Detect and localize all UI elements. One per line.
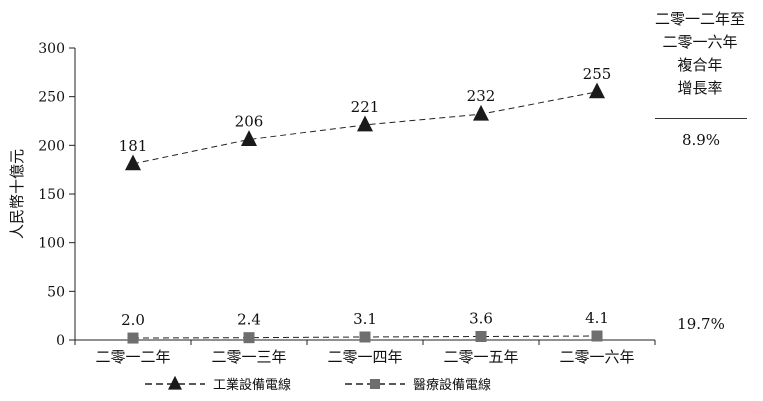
data-point-1 bbox=[125, 154, 141, 171]
data-label-2: 3.6 bbox=[469, 309, 493, 327]
data-point-2 bbox=[475, 330, 487, 342]
y-axis-title: 人民幣十億元 bbox=[8, 149, 26, 239]
legend-label-1: 工業設備電線 bbox=[213, 377, 291, 393]
cagr-header-line-2: 二零一六年 bbox=[662, 33, 738, 51]
data-label-2: 4.1 bbox=[585, 309, 609, 327]
cagr-value-medical: 19.7% bbox=[677, 315, 725, 333]
cagr-header-line-1: 二零一二年至 bbox=[654, 10, 745, 28]
x-tick-label: 二零一五年 bbox=[443, 348, 518, 366]
data-point-2 bbox=[591, 330, 603, 342]
data-label-1: 206 bbox=[235, 112, 264, 130]
legend-marker-2 bbox=[370, 379, 380, 389]
y-tick-label: 150 bbox=[38, 187, 65, 203]
data-label-1: 221 bbox=[351, 98, 380, 116]
cagr-divider bbox=[655, 118, 747, 119]
data-label-1: 255 bbox=[583, 65, 612, 83]
cagr-header-line-3: 複合年 bbox=[677, 56, 723, 74]
x-tick-label: 二零一四年 bbox=[327, 348, 402, 366]
legend-marker-1 bbox=[168, 375, 182, 390]
data-point-2 bbox=[127, 332, 139, 344]
data-label-2: 2.0 bbox=[121, 311, 145, 329]
x-tick-label: 二零一三年 bbox=[211, 348, 286, 366]
y-tick-label: 0 bbox=[56, 333, 65, 349]
x-tick-label: 二零一六年 bbox=[559, 348, 634, 366]
data-label-1: 181 bbox=[119, 137, 148, 155]
cagr-header: 二零一二年至 二零一六年 複合年 增長率 bbox=[640, 8, 760, 100]
data-label-1: 232 bbox=[467, 87, 496, 105]
data-label-2: 3.1 bbox=[353, 310, 377, 328]
data-point-1 bbox=[241, 130, 257, 146]
y-tick-label: 200 bbox=[38, 138, 65, 154]
cagr-header-line-4: 增長率 bbox=[677, 79, 723, 97]
data-point-2 bbox=[359, 331, 371, 343]
data-point-1 bbox=[357, 115, 373, 132]
x-tick-label: 二零一二年 bbox=[95, 348, 170, 366]
y-tick-label: 50 bbox=[47, 284, 65, 300]
data-point-1 bbox=[473, 104, 489, 121]
y-tick-label: 250 bbox=[38, 90, 65, 106]
data-point-1 bbox=[589, 82, 605, 99]
data-point-2 bbox=[243, 332, 255, 344]
y-tick-label: 100 bbox=[38, 236, 65, 252]
legend-label-2: 醫療設備電線 bbox=[413, 377, 491, 393]
y-tick-label: 300 bbox=[38, 41, 65, 57]
cagr-value-industrial: 8.9% bbox=[681, 131, 721, 149]
data-label-2: 2.4 bbox=[237, 311, 261, 329]
